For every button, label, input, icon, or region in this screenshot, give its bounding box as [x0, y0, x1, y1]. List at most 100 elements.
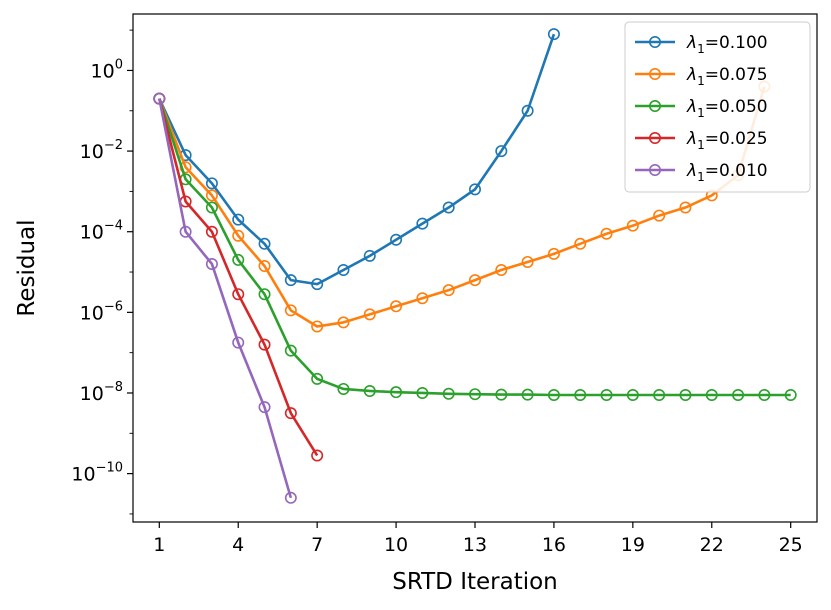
data-point [732, 388, 745, 401]
data-point [232, 213, 245, 226]
data-point [337, 382, 350, 395]
data-point [653, 209, 666, 222]
data-point [574, 388, 587, 401]
data-point [442, 284, 455, 297]
data-point [468, 183, 481, 196]
data-point [679, 201, 692, 214]
y-tick-label: 100 [91, 57, 123, 82]
legend-swatch-marker [648, 164, 661, 177]
data-point [390, 386, 403, 399]
y-tick-exponent: −2 [104, 138, 123, 153]
data-point [258, 401, 271, 414]
data-point [363, 384, 376, 397]
legend-swatch-marker [648, 68, 661, 81]
data-point [311, 320, 324, 333]
series-line [158, 98, 791, 397]
data-point [284, 274, 297, 287]
data-point [705, 388, 718, 401]
data-point [784, 388, 797, 401]
data-point [284, 407, 297, 420]
data-point [600, 388, 613, 401]
legend-item: λ1=0.025 [635, 129, 768, 152]
y-tick-exponent: −10 [96, 461, 123, 476]
x-tick-label: 22 [700, 534, 724, 556]
x-tick-label: 25 [779, 534, 803, 556]
legend-item: λ1=0.050 [635, 97, 768, 120]
data-point [574, 237, 587, 250]
x-tick-label: 7 [311, 534, 323, 556]
data-point [363, 249, 376, 262]
data-point [284, 344, 297, 357]
data-point [284, 491, 297, 504]
data-point [600, 227, 613, 240]
y-axis-label: Residual [14, 219, 40, 316]
data-point [468, 388, 481, 401]
data-point [442, 201, 455, 214]
legend-label: λ1=0.100 [686, 33, 768, 56]
data-point [205, 177, 218, 190]
data-point [679, 388, 692, 401]
data-point [179, 225, 192, 238]
y-tick-exponent: −6 [104, 299, 123, 314]
data-point [258, 237, 271, 250]
data-point [626, 388, 639, 401]
data-point [547, 388, 560, 401]
x-tick-label: 16 [542, 534, 566, 556]
x-tick-label: 19 [621, 534, 645, 556]
data-point [337, 316, 350, 329]
legend: λ1=0.100 λ1=0.075 λ1=0.050 λ1=0.025 λ1=0.010 [624, 21, 811, 193]
legend-swatch-marker [648, 100, 661, 113]
data-point [258, 288, 271, 301]
data-point [521, 255, 534, 268]
data-point [311, 278, 324, 291]
y-tick-exponent: −4 [104, 219, 123, 234]
data-point [390, 300, 403, 313]
y-tick-exponent: −8 [104, 380, 123, 395]
y-tick-label: 10−8 [80, 380, 123, 405]
data-point [153, 92, 166, 105]
data-point [284, 304, 297, 317]
y-tick-base: 10 [71, 464, 95, 486]
data-point [547, 28, 560, 41]
data-point [758, 388, 771, 401]
y-tick-base: 10 [80, 222, 104, 244]
legend-box [624, 21, 811, 193]
data-point [205, 201, 218, 214]
legend-label: λ1=0.075 [686, 65, 768, 88]
data-point [416, 292, 429, 305]
legend-item: λ1=0.010 [635, 161, 768, 184]
x-tick-label: 1 [153, 534, 165, 556]
data-point [390, 233, 403, 246]
series-line [158, 33, 556, 286]
x-axis-label: SRTD Iteration [392, 569, 558, 595]
data-point [232, 336, 245, 349]
y-tick-label: 10−10 [71, 461, 123, 486]
x-tick-label: 13 [463, 534, 487, 556]
y-tick-exponent: 0 [115, 57, 123, 72]
data-point [205, 225, 218, 238]
data-point [232, 229, 245, 242]
data-point [205, 257, 218, 270]
data-point [205, 189, 218, 202]
data-point [495, 264, 508, 277]
x-axis-ticks: 1 4 7 10 13 16 19 22 25 [153, 522, 803, 556]
data-point [232, 288, 245, 301]
data-point [311, 449, 324, 462]
data-point [626, 219, 639, 232]
legend-label: λ1=0.010 [686, 161, 768, 184]
legend-swatch-marker [648, 35, 661, 48]
data-point [416, 386, 429, 399]
x-tick-label: 4 [232, 534, 244, 556]
data-point [468, 274, 481, 287]
y-tick-base: 10 [91, 60, 115, 82]
y-tick-base: 10 [80, 302, 104, 324]
series-4 [153, 92, 297, 504]
y-tick-label: 10−2 [80, 138, 123, 163]
y-tick-base: 10 [80, 141, 104, 163]
data-point [521, 104, 534, 117]
series-layer [153, 28, 797, 504]
series-line [158, 98, 293, 499]
legend-item: λ1=0.075 [635, 65, 768, 88]
